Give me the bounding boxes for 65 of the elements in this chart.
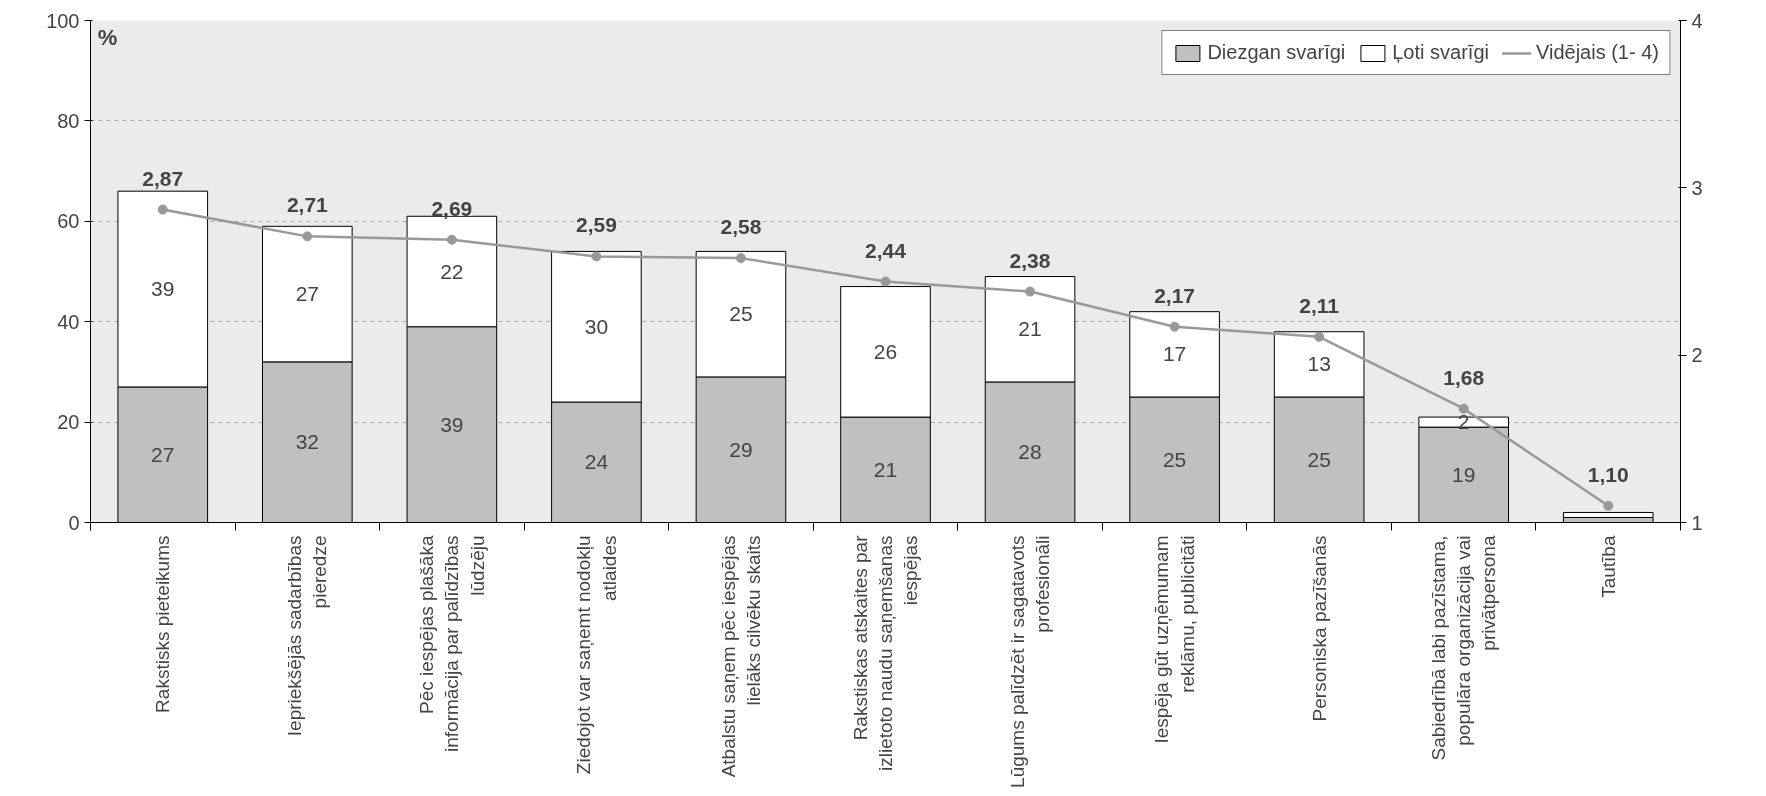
x-tick-label: Lūgums palīdzēt ir sagatavots profesionāli — [1006, 535, 1054, 788]
data-label: 39 — [440, 412, 464, 436]
point — [1603, 500, 1614, 511]
x-tick-label: Personiska pazīšanās — [1308, 535, 1330, 722]
y-axis-title: % — [97, 24, 118, 50]
y2-tick-label: 3 — [1691, 176, 1703, 199]
data-label: 25 — [1307, 447, 1331, 471]
point — [1169, 321, 1180, 332]
point — [880, 276, 891, 287]
x-tick-label: Tautība — [1597, 535, 1619, 598]
data-label: 2,44 — [865, 238, 907, 262]
y-tick-label: 80 — [57, 109, 80, 132]
x-tick-label: Iepriekšējās sadarbības pieredze — [284, 535, 331, 737]
data-label: 17 — [1162, 342, 1187, 366]
data-label: 29 — [729, 437, 753, 461]
data-label: 28 — [1018, 440, 1042, 464]
y2-tick-label: 4 — [1691, 9, 1703, 32]
point — [302, 231, 313, 242]
y-tick-label: 60 — [57, 210, 80, 233]
x-tick-label: Atbalstu saņem pēc iespējas lielāks cilvēku skaits — [717, 535, 765, 778]
data-label: 2,59 — [575, 213, 617, 237]
y2-tick-label: 1 — [1691, 511, 1703, 534]
data-label: 2,87 — [142, 166, 184, 190]
y-tick-label: 100 — [46, 9, 80, 32]
data-label: 21 — [873, 457, 898, 481]
data-label: 2,69 — [431, 196, 473, 220]
data-label: 39 — [151, 277, 175, 301]
data-label: 22 — [440, 259, 464, 283]
data-label: 1,68 — [1443, 365, 1485, 389]
data-label: 25 — [729, 302, 753, 326]
point — [157, 204, 168, 215]
data-label: 25 — [1162, 447, 1187, 471]
x-tick-label: Rakstisks pieteikums — [152, 535, 174, 713]
data-label: 13 — [1307, 352, 1331, 376]
point — [735, 253, 746, 264]
data-label: 27 — [295, 282, 319, 306]
data-label: 2,71 — [286, 193, 329, 217]
x-tick-label: Rakstiskas atskaites par izlietoto naudu saņemšanas iespējas — [849, 534, 922, 772]
point — [1314, 331, 1325, 342]
y2-tick-label: 2 — [1691, 344, 1703, 367]
legend-label: Diezgan svarīgi — [1207, 41, 1346, 64]
data-label: 30 — [584, 314, 609, 338]
x-tick-label: Pēc iespējas plašāka informācija par palīdzības lūdzēju — [416, 535, 488, 752]
point — [591, 251, 602, 262]
data-label: 1,10 — [1587, 462, 1629, 486]
y-tick-label: 20 — [57, 411, 80, 434]
point — [446, 234, 457, 245]
data-label: 19 — [1452, 462, 1476, 486]
x-tick-label: Sabiedrībā labi pazīstama, populāra organizācija vai privātpersona — [1427, 535, 1500, 761]
data-label: 2,11 — [1299, 293, 1340, 317]
y-tick-label: 0 — [68, 511, 80, 534]
y-tick-label: 40 — [57, 310, 80, 333]
data-label: 24 — [584, 450, 609, 474]
data-label: 21 — [1018, 317, 1042, 341]
data-label: 26 — [873, 339, 898, 363]
bar — [1562, 511, 1654, 518]
point — [1025, 286, 1036, 297]
legend-label: Vidējais (1- 4) — [1535, 41, 1659, 64]
data-label: 2,38 — [1009, 248, 1051, 272]
data-label: 2,17 — [1154, 283, 1196, 307]
x-tick-label: Ziedojot var saņemt nodokļu atlaides — [573, 535, 620, 775]
legend-label: Ļoti svarīgi — [1392, 41, 1489, 64]
data-label: 32 — [295, 430, 319, 454]
data-label: 2,58 — [720, 215, 762, 239]
data-label: 27 — [151, 442, 175, 466]
